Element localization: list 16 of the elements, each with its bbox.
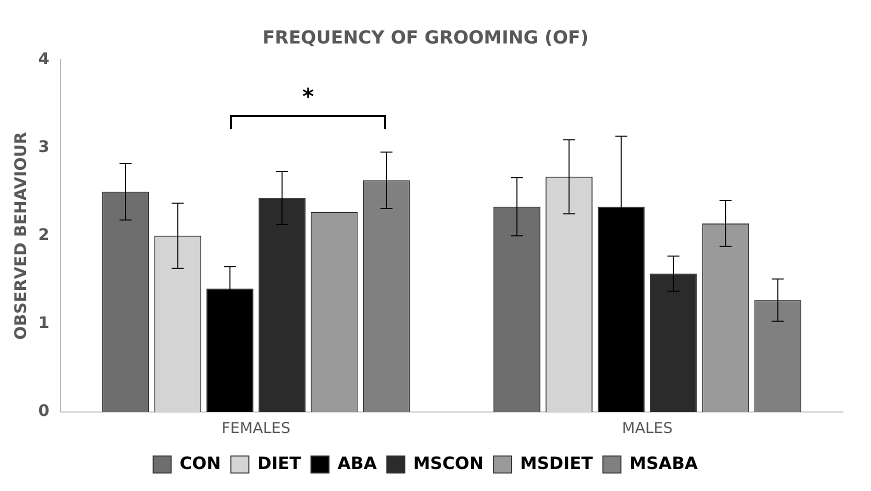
y-tick-label: 3 <box>38 136 50 156</box>
legend-label: ABA <box>337 454 378 474</box>
annotation: * <box>301 84 315 110</box>
y-axis-title: OBSERVED BEHAVIOUR <box>10 132 30 340</box>
x-tick-label: FEMALES <box>222 418 290 437</box>
x-tick-label: MALES <box>622 418 673 437</box>
y-tick-label: 1 <box>38 313 50 332</box>
legend-label: DIET <box>257 454 302 474</box>
legend-label: CON <box>180 454 221 474</box>
y-tick-label: 4 <box>38 48 50 68</box>
legend-label: MSDIET <box>520 454 594 474</box>
chart-title: FREQUENCY OF GROOMING (OF) <box>262 27 589 48</box>
y-tick-label: 2 <box>38 224 50 244</box>
legend-label: MSCON <box>413 454 484 474</box>
y-tick-label: 0 <box>38 401 50 420</box>
legend-label: MSABA <box>629 454 699 474</box>
